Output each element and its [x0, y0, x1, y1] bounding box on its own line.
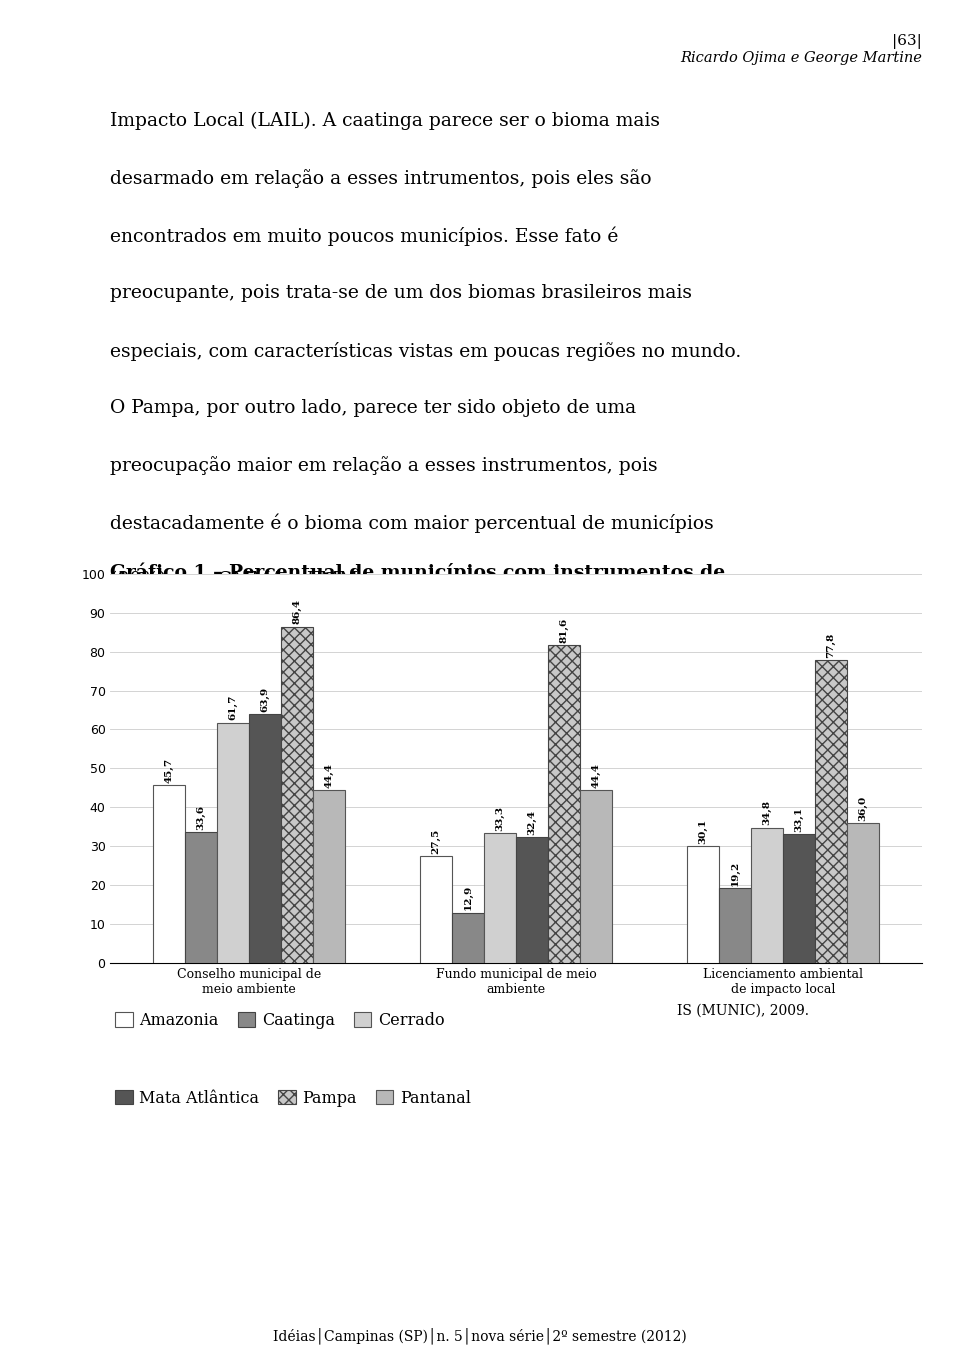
Text: 77,8: 77,8 [827, 632, 835, 658]
Text: 44,4: 44,4 [324, 762, 334, 788]
Text: 34,8: 34,8 [762, 800, 771, 825]
Text: 19,2: 19,2 [731, 861, 739, 887]
Text: |63|: |63| [892, 34, 922, 49]
Bar [782, 835, 815, 963]
Text: O Pampa, por outro lado, parece ter sido objeto de uma: O Pampa, por outro lado, parece ter sido… [110, 399, 636, 417]
Bar [153, 785, 185, 963]
Bar [420, 856, 452, 963]
Text: 45,7: 45,7 [164, 758, 174, 783]
Bar [313, 790, 346, 963]
Text: 32,4: 32,4 [527, 810, 537, 835]
Bar [719, 888, 751, 963]
Text: 27,5: 27,5 [431, 828, 441, 854]
Text: Ricardo Ojima e George Martine: Ricardo Ojima e George Martine [680, 51, 922, 64]
Legend: Amazonia, Caatinga, Cerrado: Amazonia, Caatinga, Cerrado [108, 1005, 451, 1035]
Bar [847, 822, 879, 963]
Legend: Mata Atlântica, Pampa, Pantanal: Mata Atlântica, Pampa, Pantanal [108, 1083, 477, 1113]
Text: 81,6: 81,6 [560, 617, 568, 643]
Text: 61,7: 61,7 [228, 695, 238, 720]
Bar [185, 832, 217, 963]
Text: preocupação maior em relação a esses instrumentos, pois: preocupação maior em relação a esses ins… [110, 456, 658, 475]
Text: Idéias│Campinas (SP)│n. 5│nova série│2º semestre (2012): Idéias│Campinas (SP)│n. 5│nova série│2º … [274, 1328, 686, 1344]
Text: Gráfico 1 – Percentual de municípios com instrumentos de: Gráfico 1 – Percentual de municípios com… [110, 563, 726, 582]
Bar [548, 645, 580, 963]
Bar [484, 833, 516, 963]
Text: 12,9: 12,9 [464, 885, 472, 911]
Bar [217, 723, 250, 963]
Bar [281, 627, 313, 963]
Text: desarmado em relação a esses intrumentos, pois eles são: desarmado em relação a esses intrumentos… [110, 169, 652, 189]
Text: Impacto Local (LAIL). A caatinga parece ser o bioma mais: Impacto Local (LAIL). A caatinga parece … [110, 112, 660, 130]
Bar [250, 714, 281, 963]
Text: IS (MUNIC), 2009.: IS (MUNIC), 2009. [677, 1004, 808, 1018]
Bar [815, 660, 847, 963]
Text: 44,4: 44,4 [591, 762, 601, 788]
Bar [516, 837, 548, 963]
Text: 86,4: 86,4 [293, 600, 301, 624]
Text: gestão ambiental municipal por biomas brasileiros, 2009: gestão ambiental municipal por biomas br… [110, 600, 708, 619]
Text: 36,0: 36,0 [858, 795, 868, 821]
Bar [751, 828, 782, 963]
Bar [452, 912, 484, 963]
Text: encontrados em muito poucos municípios. Esse fato é: encontrados em muito poucos municípios. … [110, 227, 619, 246]
Text: preocupante, pois trata-se de um dos biomas brasileiros mais: preocupante, pois trata-se de um dos bio… [110, 284, 692, 302]
Text: especiais, com características vistas em poucas regiões no mundo.: especiais, com características vistas em… [110, 342, 742, 361]
Text: 33,1: 33,1 [794, 807, 804, 832]
Text: 30,1: 30,1 [698, 818, 708, 844]
Text: destacadamente é o bioma com maior percentual de municípios: destacadamente é o bioma com maior perce… [110, 514, 714, 533]
Text: 33,6: 33,6 [197, 805, 205, 831]
Text: 63,9: 63,9 [261, 687, 270, 712]
Bar [686, 846, 719, 963]
Bar [580, 790, 612, 963]
Text: 33,3: 33,3 [495, 806, 505, 831]
Text: (80%) com CMMA e FMMA.: (80%) com CMMA e FMMA. [110, 571, 378, 589]
